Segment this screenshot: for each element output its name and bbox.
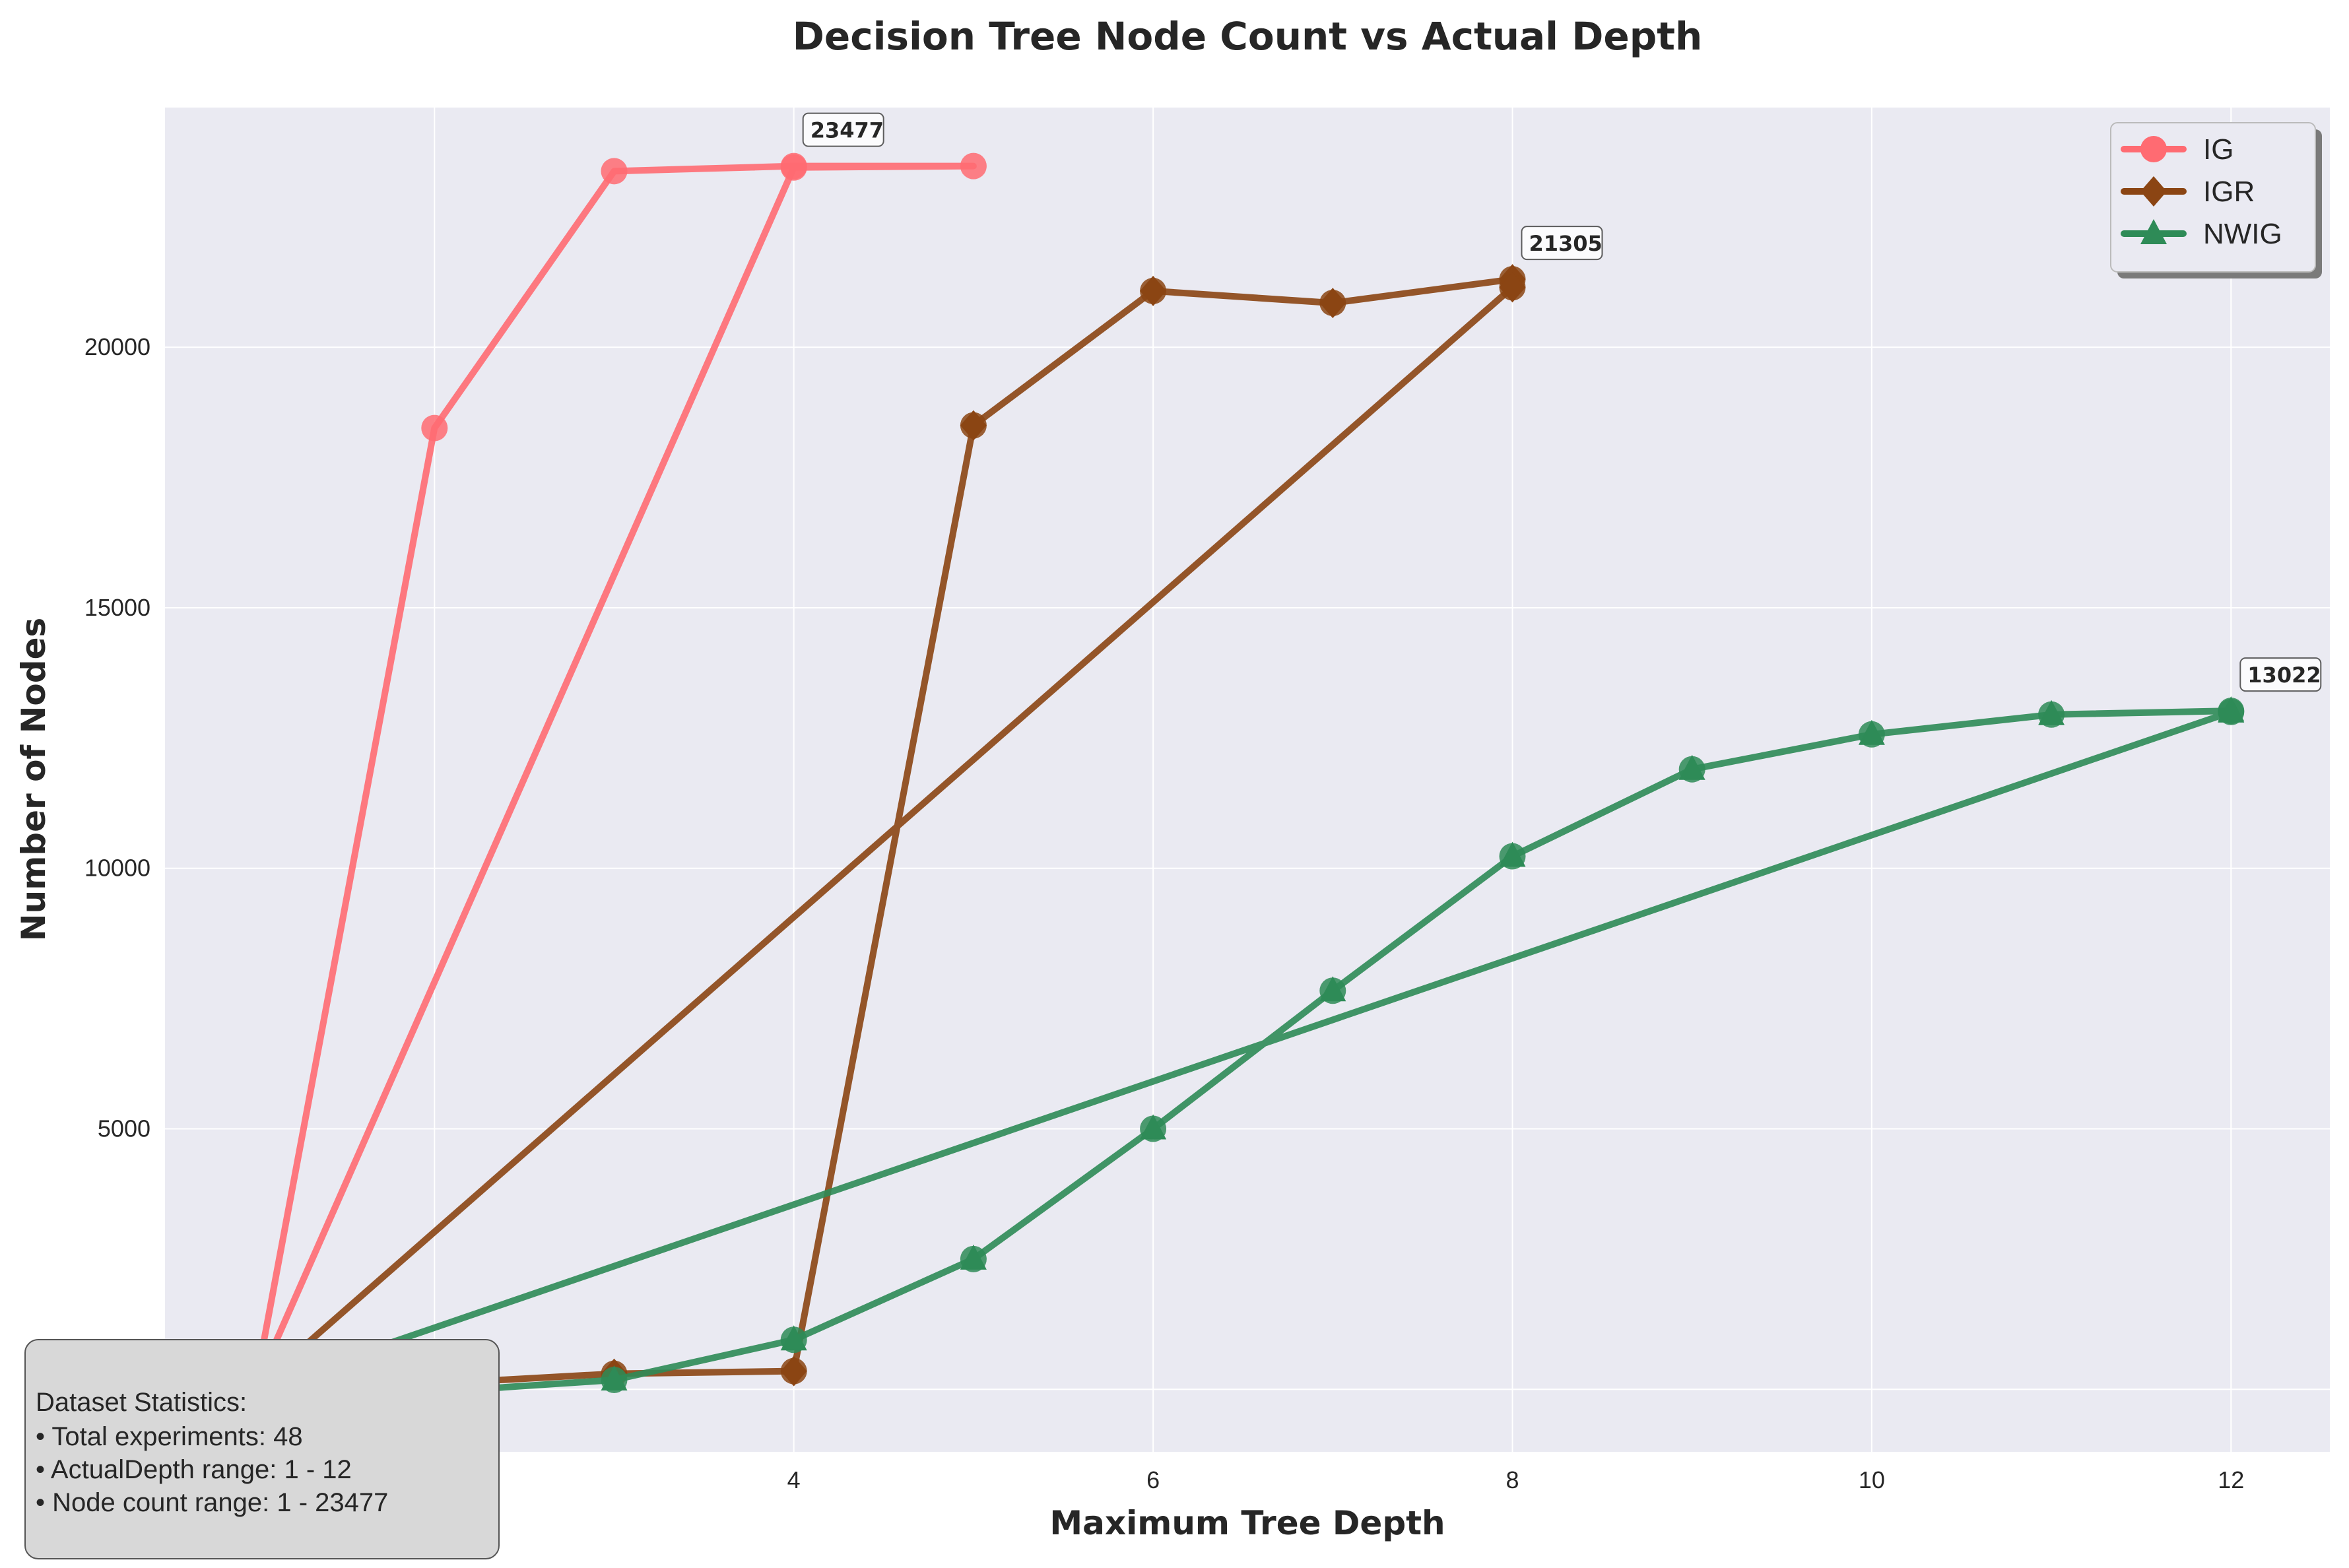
stats-title: Dataset Statistics:: [36, 1388, 247, 1417]
tick-labels: 2468101205000100001500020000: [84, 333, 2244, 1493]
data-point: [960, 152, 987, 180]
data-point-marker: [1499, 841, 1526, 867]
data-point-marker: [1319, 976, 1346, 1002]
peak-annotation: 21305: [1529, 231, 1602, 256]
data-point-marker: [1678, 754, 1705, 780]
data-point-marker: [1858, 719, 1885, 745]
legend-label: NWIG: [2203, 218, 2282, 250]
data-point-marker: [2038, 700, 2065, 725]
legend-marker: [2140, 176, 2167, 207]
y-axis-label: Number of Nodes: [15, 618, 53, 941]
chart-title: Decision Tree Node Count vs Actual Depth: [793, 14, 1703, 59]
data-point: [780, 154, 807, 181]
legend-label: IG: [2203, 133, 2233, 166]
data-point-marker: [601, 1365, 628, 1391]
data-point-marker: [1499, 272, 1526, 303]
data-point-marker: [960, 1244, 987, 1270]
legend: IG IGR NWIG: [2110, 122, 2322, 278]
peak-annotation: 13022: [2247, 663, 2321, 688]
peak-annotation: 23477: [811, 118, 884, 143]
stats-line: • Node count range: 1 - 23477: [36, 1488, 388, 1517]
data-point-marker: [1140, 1114, 1167, 1140]
data-point-marker: [960, 410, 987, 441]
legend-marker: [2140, 136, 2167, 162]
legend-label: IGR: [2203, 176, 2255, 208]
stats-box: Dataset Statistics: • Total experiments:…: [24, 1339, 500, 1559]
x-tick-label: 12: [2218, 1466, 2244, 1493]
data-point: [601, 158, 628, 185]
data-point-marker: [2218, 697, 2245, 723]
stats-line: • Total experiments: 48: [36, 1422, 303, 1451]
y-tick-label: 5000: [98, 1115, 150, 1142]
legend-marker: [2140, 219, 2167, 244]
peak-annotation-box: [1521, 226, 1603, 261]
stats-box-bg: [24, 1339, 500, 1559]
data-point-marker: [1319, 288, 1346, 319]
y-tick-label: 20000: [84, 333, 150, 360]
series-line: [251, 707, 2235, 1396]
peak-annotation-box: [2239, 657, 2322, 692]
grid-lines: [165, 108, 2330, 1452]
plot-background: [165, 108, 2330, 1452]
data-point: [421, 414, 448, 441]
x-tick-label: 8: [1505, 1466, 1519, 1493]
data-point-marker: [780, 1356, 807, 1387]
data-point-marker: [1140, 275, 1167, 306]
x-tick-label: 6: [1146, 1466, 1160, 1493]
y-tick-label: 15000: [84, 594, 150, 621]
y-tick-label: 10000: [84, 855, 150, 882]
x-tick-label: 10: [1859, 1466, 1885, 1493]
stats-line: • ActualDepth range: 1 - 12: [36, 1455, 352, 1484]
annotation-layer: 23477 21305 13022: [802, 112, 2322, 692]
peak-annotation-box: [802, 112, 884, 147]
data-point-marker: [780, 1325, 807, 1351]
x-tick-label: 4: [787, 1466, 801, 1493]
x-axis-label: Maximum Tree Depth: [1049, 1504, 1445, 1542]
